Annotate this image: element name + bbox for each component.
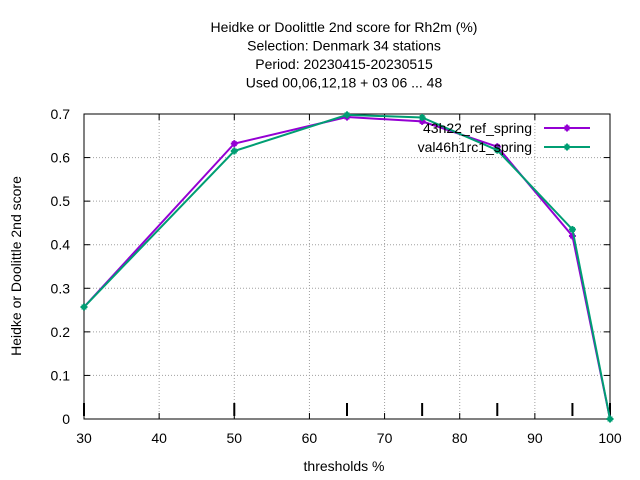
legend-item: 43h22_ref_spring: [423, 120, 590, 136]
legend-marker: [563, 143, 571, 151]
x-tick-label: 60: [302, 430, 318, 446]
x-tick-label: 70: [377, 430, 393, 446]
data-point: [568, 225, 576, 233]
legend-item: val46h1rc1_spring: [418, 139, 590, 155]
y-tick-label: 0.2: [51, 324, 71, 340]
legend-label: val46h1rc1_spring: [418, 139, 532, 155]
x-axis-label: thresholds %: [304, 458, 385, 474]
y-tick-label: 0.6: [51, 150, 71, 166]
y-tick-label: 0.5: [51, 193, 71, 209]
data-point: [606, 415, 614, 423]
legend-label: 43h22_ref_spring: [423, 120, 532, 136]
chart-title: Heidke or Doolittle 2nd score for Rh2m (…: [211, 19, 478, 91]
data-point: [493, 146, 501, 154]
x-tick-label: 100: [598, 430, 622, 446]
threshold-markers: [83, 403, 611, 416]
legend-marker: [563, 124, 571, 132]
title-line: Used 00,06,12,18 + 03 06 ... 48: [246, 75, 443, 91]
series-1: [80, 111, 614, 423]
y-axis-label: Heidke or Doolittle 2nd score: [8, 176, 24, 356]
x-tick-label: 90: [527, 430, 543, 446]
data-point: [343, 111, 351, 119]
x-tick-label: 80: [452, 430, 468, 446]
title-line: Heidke or Doolittle 2nd score for Rh2m (…: [211, 19, 478, 35]
grid: [84, 114, 610, 419]
series-0: [80, 113, 614, 423]
series-line: [83, 116, 611, 420]
axis-ticks: 30 40 50 60 70 80 90 100 0 0.1 0.2 0.3 0.4 0.5 0.6 0.7: [51, 106, 622, 446]
x-tick-label: 30: [76, 430, 92, 446]
series-line: [83, 113, 611, 420]
y-tick-label: 0.4: [51, 237, 71, 253]
x-tick-label: 40: [151, 430, 167, 446]
y-tick-label: 0.7: [51, 106, 71, 122]
title-line: Period: 20230415-20230515: [255, 56, 433, 72]
data-point: [230, 147, 238, 155]
y-tick-label: 0.1: [51, 367, 71, 383]
y-tick-label: 0: [62, 411, 70, 427]
series: [80, 111, 614, 423]
data-point: [418, 113, 426, 121]
data-point: [230, 140, 238, 148]
data-point: [80, 303, 88, 311]
legend: 43h22_ref_spring val46h1rc1_spring: [418, 120, 590, 155]
x-tick-label: 50: [226, 430, 242, 446]
title-line: Selection: Denmark 34 stations: [247, 38, 441, 54]
y-tick-label: 0.3: [51, 280, 71, 296]
plot-frame: [83, 113, 611, 420]
